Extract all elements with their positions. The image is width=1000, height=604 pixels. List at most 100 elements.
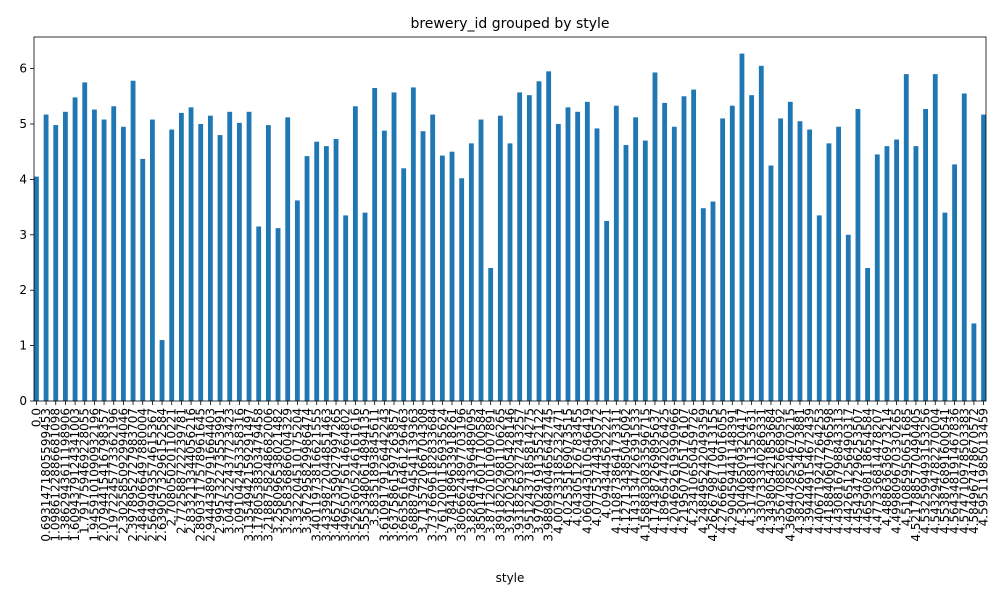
x-tick-label: 4.174387269895637 <box>648 408 662 534</box>
x-tick-label: 2.9444389791664403 <box>203 408 217 542</box>
bar <box>836 126 842 402</box>
bar <box>623 145 629 401</box>
bar <box>43 114 49 401</box>
bar <box>642 140 648 402</box>
x-tick-label: 3.9889840465642745 <box>542 408 556 542</box>
x-tick-label: 3.4011973816621555 <box>310 408 324 542</box>
bar <box>604 220 610 401</box>
bar <box>681 96 687 401</box>
bar <box>449 151 455 401</box>
x-tick-label: 4.330733340286331 <box>754 408 768 534</box>
x-tick-label: 3.9318256327243257 <box>513 408 527 542</box>
bar <box>575 111 581 401</box>
x-tick-label: 3.5553480614894135 <box>358 408 372 542</box>
x-tick-label: 3.6888794541139363 <box>406 408 420 542</box>
bar <box>961 93 967 401</box>
bar <box>333 138 339 402</box>
x-tick-label: 0.6931471805599453 <box>39 408 53 542</box>
bar <box>459 178 465 401</box>
x-axis-label: style <box>496 571 525 585</box>
x-tick-label: 3.4339872044851463 <box>319 408 333 542</box>
bar <box>865 268 871 401</box>
y-tick-label: 2 <box>19 283 27 297</box>
bar <box>246 111 252 401</box>
bar <box>478 119 484 401</box>
x-tick-label: 4.394449154672439 <box>803 408 817 534</box>
x-tick-label: 4.5217885770490405 <box>909 408 923 542</box>
x-tick-label: 3.4965075614664802 <box>339 408 353 542</box>
x-tick-label: 4.553876891600541 <box>938 408 952 534</box>
x-tick-label: 4.23410650459726 <box>687 408 701 526</box>
x-tick-label: 1.9459101090932196 <box>87 408 101 542</box>
x-tick-label: 2.8903717578961645 <box>194 408 208 542</box>
bar <box>140 158 146 401</box>
bar <box>227 111 233 401</box>
bar <box>942 212 948 401</box>
x-tick-label: 3.970291913552122 <box>532 408 546 534</box>
x-tick-label: 4.02535169073515 <box>561 408 575 526</box>
x-tick-label: 4.574710978503383 <box>957 408 971 534</box>
x-tick-label: 4.382026634673881 <box>793 408 807 534</box>
x-tick-label: 4.564348191467836 <box>948 408 962 534</box>
x-tick-label: 4.0943445622221 <box>600 408 614 519</box>
bar <box>710 201 716 401</box>
bar <box>62 111 68 401</box>
x-tick-label: 3.091042453358316 <box>232 408 246 534</box>
bar <box>739 53 745 402</box>
bar <box>468 143 474 401</box>
bar <box>275 228 281 401</box>
x-tick-label: 4.356708826689592 <box>774 408 788 534</box>
plot-frame <box>33 36 987 402</box>
x-tick-label: 4.2626798770413155 <box>706 408 720 542</box>
bar <box>584 101 590 402</box>
bar <box>82 82 88 401</box>
x-tick-label: 3.9512437185814275 <box>522 408 536 542</box>
bar <box>130 80 136 401</box>
bar <box>401 168 407 401</box>
bar <box>613 105 619 402</box>
x-tick-label: 4.430816798843313 <box>832 408 846 534</box>
bar <box>323 146 329 401</box>
bar <box>285 117 291 402</box>
x-tick-label: 3.8066624897703196 <box>455 408 469 542</box>
x-tick-label: 4.3694478524670215 <box>783 408 797 542</box>
bar <box>652 72 658 402</box>
x-tick-label: 2.3978952727983707 <box>126 408 140 542</box>
x-tick-label: 0.0 <box>29 408 43 427</box>
x-tick-label: 4.30406509320417 <box>735 408 749 526</box>
x-tick-label: 3.7376696182833684 <box>426 408 440 542</box>
x-tick-label: 4.290459441148391 <box>725 408 739 534</box>
x-tick-label: 3.044522437723423 <box>223 408 237 534</box>
bar <box>758 65 764 401</box>
bar <box>700 208 706 401</box>
bar <box>372 87 378 402</box>
x-tick-label: 3.367295829986474 <box>300 408 314 534</box>
bar <box>874 154 880 401</box>
x-tick-label: 4.477336814478207 <box>870 408 884 534</box>
bar <box>149 119 155 401</box>
bar <box>546 71 552 402</box>
x-tick-label: 3.332204510175204 <box>290 408 304 534</box>
x-tick-label: 3.6109179126442243 <box>377 408 391 542</box>
x-tick-label: 4.07753744390572 <box>590 408 604 526</box>
x-tick-label: 4.532599493153256 <box>919 408 933 534</box>
y-tick-label: 0 <box>19 394 27 408</box>
x-tick-label: 4.454347296253507 <box>851 408 865 534</box>
bar <box>923 109 929 401</box>
bar <box>256 226 262 401</box>
x-tick-label: 4.418840607796598 <box>822 408 836 534</box>
bar <box>410 87 416 401</box>
bar <box>169 129 175 401</box>
x-tick-label: 3.1780538303479458 <box>252 408 266 542</box>
bar <box>207 115 213 401</box>
bar <box>749 95 755 401</box>
x-tick-label: 3.6375861597263857 <box>387 408 401 542</box>
bar <box>971 323 977 401</box>
bar <box>691 89 697 401</box>
x-tick-label: 4.219507705176107 <box>677 408 691 534</box>
x-tick-label: 4.248495242049359 <box>696 408 710 534</box>
bar <box>352 106 358 402</box>
bar <box>778 118 784 401</box>
bar <box>536 81 542 401</box>
bar <box>430 114 436 401</box>
